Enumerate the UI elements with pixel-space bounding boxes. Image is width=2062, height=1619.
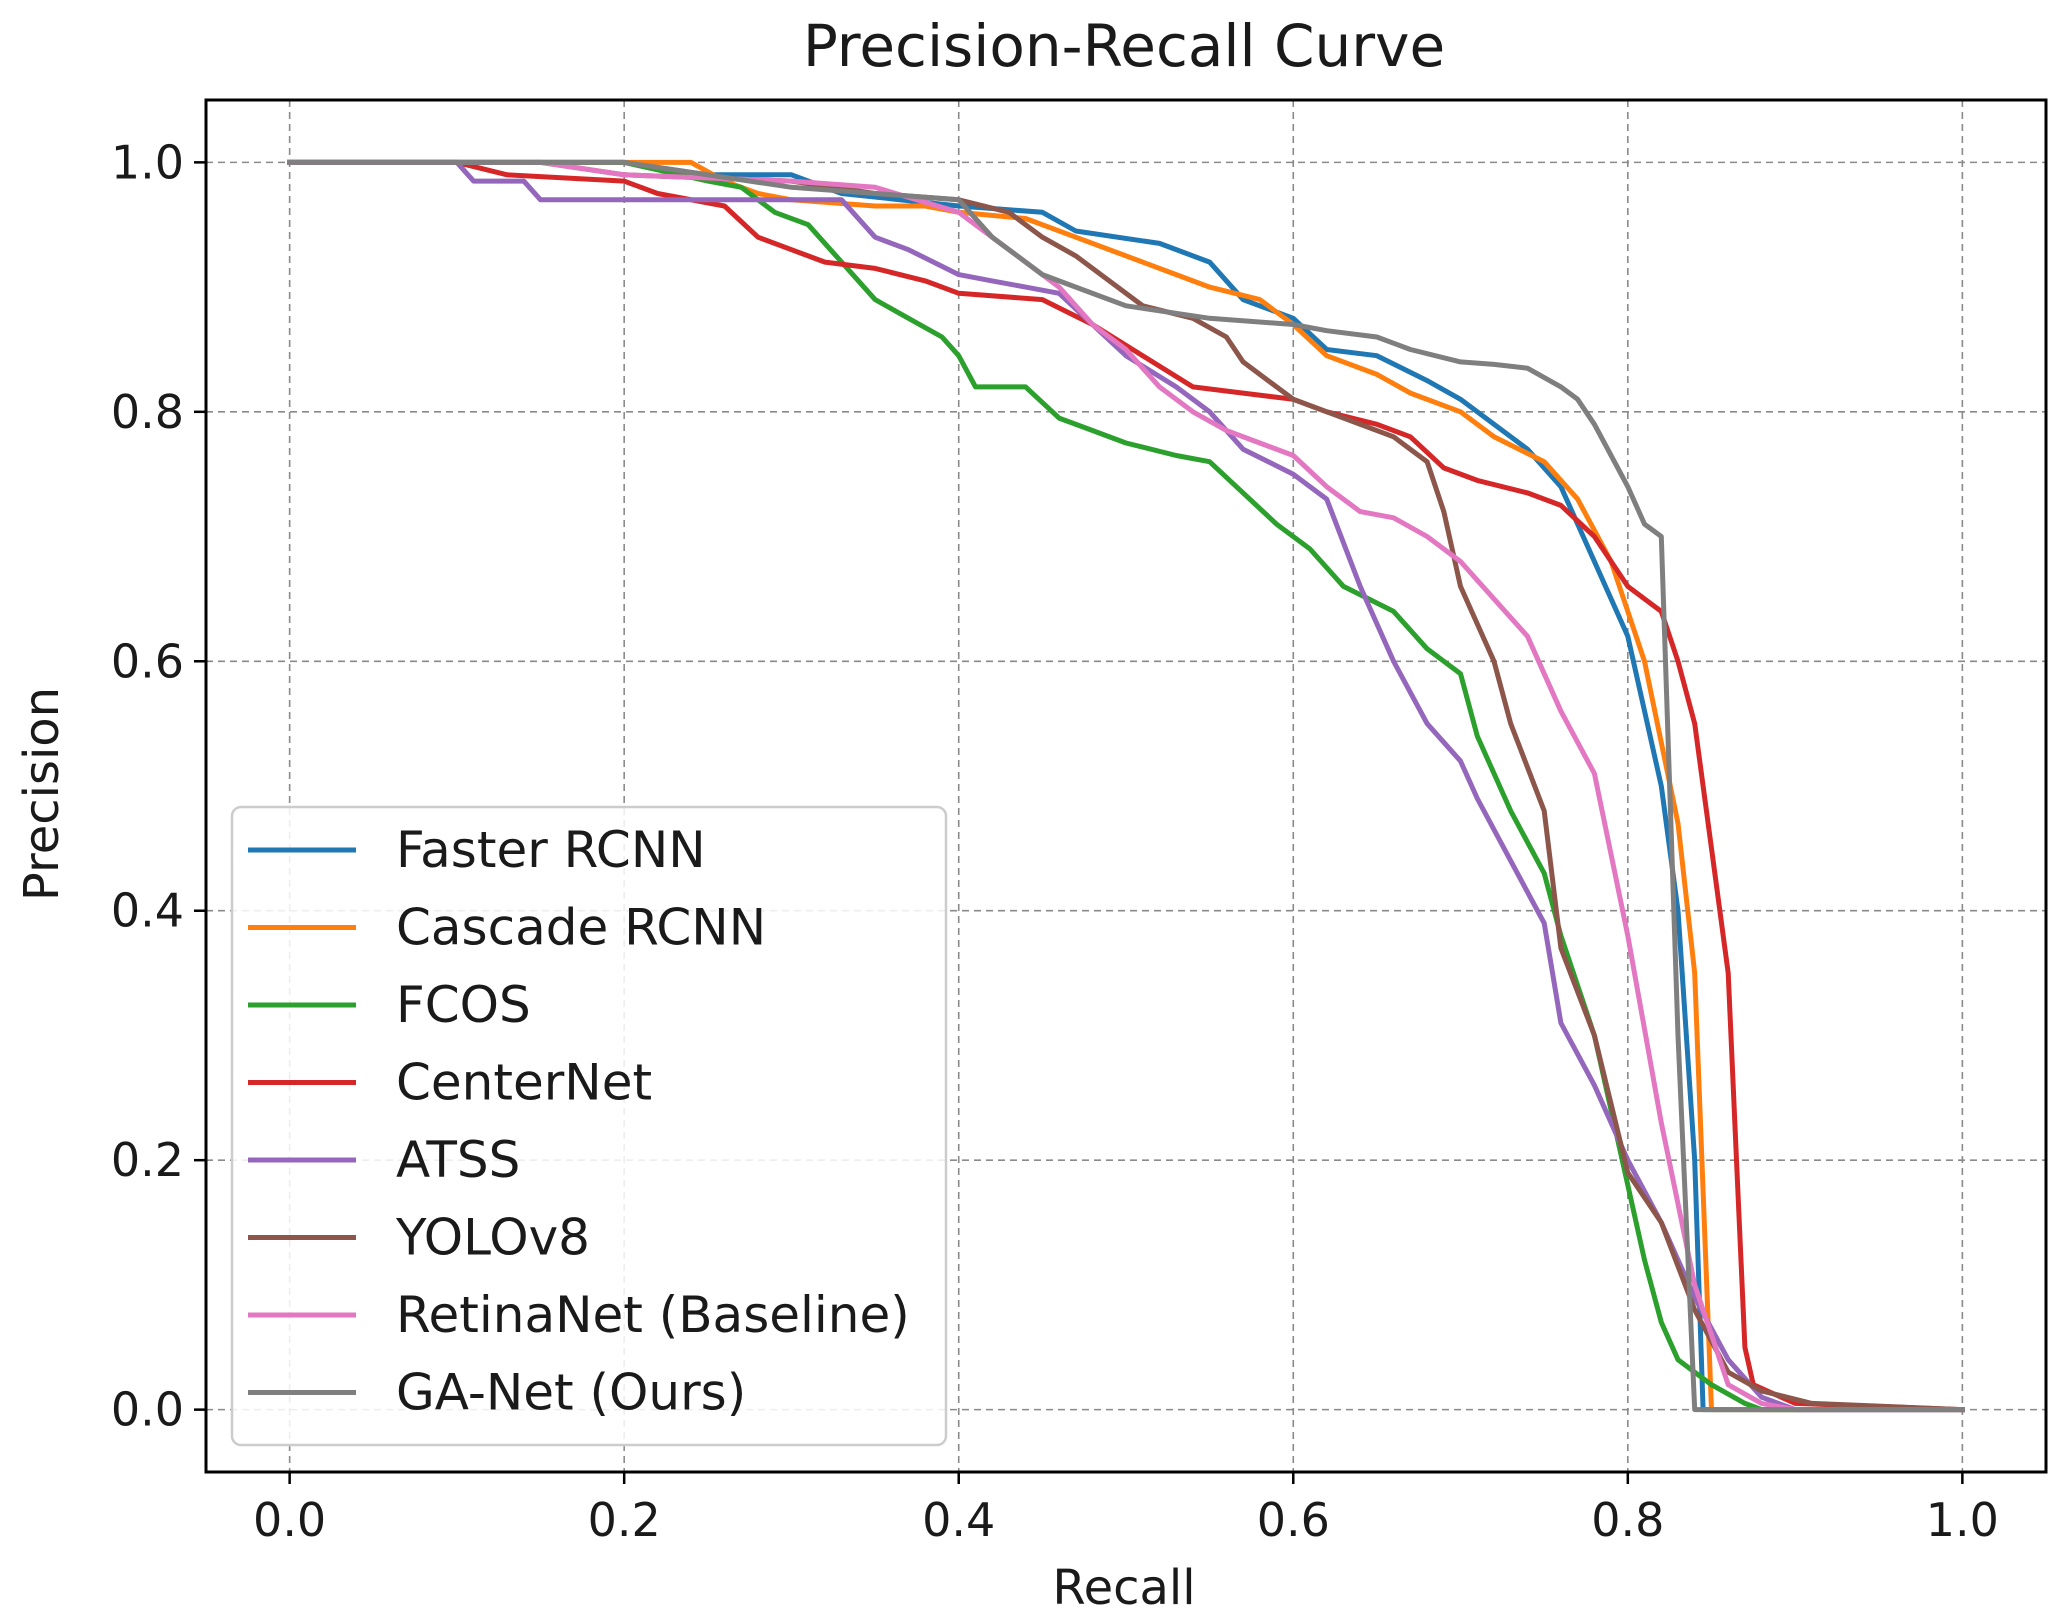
x-axis-label: Recall [1052, 1560, 1195, 1616]
chart-title: Precision-Recall Curve [803, 12, 1445, 80]
y-tick-label: 0.8 [111, 385, 184, 439]
legend-item-yolov8: YOLOv8 [248, 1209, 590, 1267]
legend-box [230, 805, 948, 1447]
legend-item-retinanet-baseline: RetinaNet (Baseline) [248, 1286, 910, 1344]
x-tick-label: 0.0 [253, 1493, 326, 1547]
legend-item-ga-net-ours: GA-Net (Ours) [248, 1364, 746, 1422]
legend-item-fcos: FCOS [248, 976, 531, 1034]
y-tick-label: 0.4 [111, 884, 184, 938]
legend-label: Faster RCNN [396, 821, 706, 879]
x-tick-label: 1.0 [1926, 1493, 1999, 1547]
legend-label: FCOS [396, 976, 531, 1034]
legend-item-atss: ATSS [248, 1131, 520, 1189]
legend-item-cascade-rcnn: Cascade RCNN [248, 899, 766, 957]
legend-label: RetinaNet (Baseline) [396, 1286, 910, 1344]
x-tick-label: 0.6 [1257, 1493, 1330, 1547]
legend-label: YOLOv8 [395, 1209, 590, 1267]
plot-frame [204, 98, 2048, 1474]
x-tick-label: 0.2 [588, 1493, 661, 1547]
series-line-fcos [287, 159, 1965, 1413]
legend: Faster RCNN Cascade RCNN FCOS CenterNet ATSS… [230, 805, 948, 1447]
y-tick-label: 0.6 [111, 634, 184, 688]
series-line-cascade-rcnn [287, 159, 1965, 1413]
series-line-faster-rcnn [287, 159, 1965, 1413]
y-tick-label: 0.2 [111, 1133, 184, 1187]
axis-ticks: 0.0 0.2 0.4 0.6 0.8 1.0 0.0 0.2 0.4 0.6 0.8 1.0 [111, 135, 1999, 1547]
y-axis-label: Precision [14, 687, 70, 901]
legend-label: GA-Net (Ours) [396, 1364, 746, 1422]
legend-item-centernet: CenterNet [248, 1054, 652, 1112]
legend-label: CenterNet [396, 1054, 652, 1112]
legend-item-faster-rcnn: Faster RCNN [248, 821, 706, 879]
series-line-ga-net-ours [287, 159, 1965, 1413]
y-tick-label: 1.0 [111, 135, 184, 189]
series-line-retinanet-baseline [287, 159, 1965, 1413]
series-lines [287, 159, 1966, 1413]
y-tick-label: 0.0 [111, 1383, 184, 1437]
x-tick-label: 0.4 [922, 1493, 995, 1547]
legend-label: ATSS [396, 1131, 520, 1189]
series-line-atss [287, 159, 1965, 1413]
legend-label: Cascade RCNN [396, 899, 766, 957]
x-tick-label: 0.8 [1591, 1493, 1664, 1547]
